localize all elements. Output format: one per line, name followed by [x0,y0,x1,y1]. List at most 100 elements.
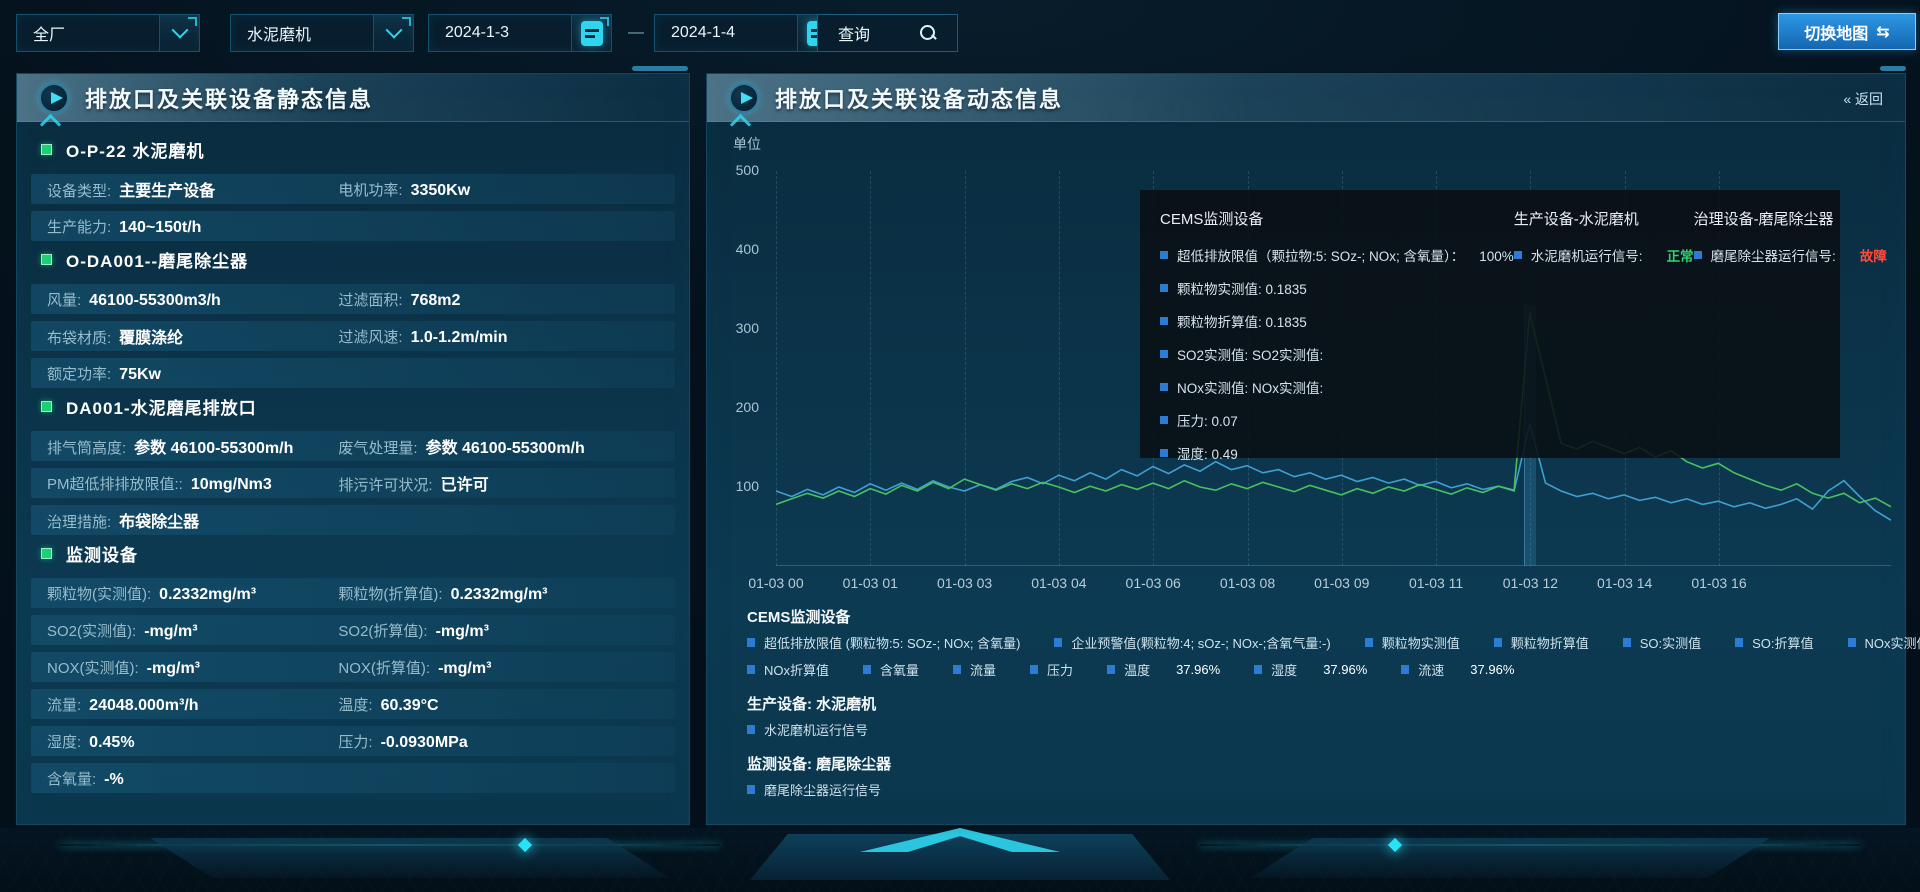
plant-select[interactable]: 全厂 [16,14,200,52]
legend-item[interactable]: 流量 [953,660,996,679]
end-date-input[interactable]: 2024-1-4 [654,14,838,52]
legend-item-label: 温度 [1124,662,1151,678]
field-label: 设备类型: [47,183,112,200]
scrollbar-thumb[interactable] [632,66,688,71]
legend-item[interactable]: 超低排放限值 (颗粒物:5: SOz-; NOx; 含氧量) [747,633,1020,652]
device-select[interactable]: 水泥磨机 [230,14,414,52]
info-row: 流量: 24048.000m³/h 温度: 60.39°C [31,689,675,719]
field-value: 60.39°C [380,696,439,714]
wing-shape-right [1250,838,1770,878]
field-label: 流量: [47,696,82,714]
legend-item-label: 湿度 [1271,662,1298,678]
bullet-square-icon [1254,664,1263,674]
field-value: 0.2332mg/m³ [450,585,548,603]
play-icon [729,82,759,113]
scrollbar-thumb[interactable] [1880,66,1906,71]
section-title: O-DA001--磨尾除尘器 [66,251,249,271]
legend-row: 超低排放限值 (颗粒物:5: SOz-; NOx; 含氧量) 企业预警值(颗粒物:… [747,633,1920,652]
y-axis-tick-label: 100 [735,478,759,494]
legend-item-label: SO:折算值 [1752,635,1814,651]
search-icon [919,24,937,42]
legend-item[interactable]: SO:实测值 [1622,633,1701,652]
start-date-picker-button[interactable] [571,15,611,51]
legend-item[interactable]: 企业预警值(颗粒物:4; sOz-; NOx-;含氧气量:-) [1054,633,1331,652]
bullet-square-icon [1054,637,1063,647]
field-value: 参数 46100-55300m/h [425,440,585,457]
plant-select-dropdown-button[interactable] [159,15,199,51]
legend-item[interactable]: 温度 37.96% [1107,660,1220,679]
field-value: 46100-55300m3/h [89,291,221,309]
bullet-square-icon [1160,350,1168,358]
plant-select-value: 全厂 [33,27,66,44]
info-row: NOX(实测值): -mg/m³ NOX(折算值): -mg/m³ [31,652,675,682]
legend-item[interactable]: 含氧量 [863,660,919,679]
calendar-icon [580,20,603,46]
legend-item[interactable]: 颗粒物实测值 [1364,633,1460,652]
back-link[interactable]: « 返回 [1843,91,1883,107]
info-cell: 湿度: 0.45% [47,731,338,752]
bullet-square-icon [1693,251,1702,259]
device-select-dropdown-button[interactable] [373,15,413,51]
start-date-value: 2024-1-3 [445,24,510,41]
field-label: NOX(折算值): [338,659,431,677]
field-value: 0.2332mg/m³ [159,585,257,603]
legend-item[interactable]: NOx折算值 [747,660,829,679]
legend-item[interactable]: NOx实测值 [1847,633,1920,652]
tooltip-item-text: 颗粒物实测值: 0.1835 [1177,282,1307,297]
legend-item[interactable]: 流速 37.96% [1401,660,1514,679]
info-row: 风量: 46100-55300m3/h 过滤面积: 768m2 [31,284,675,314]
legend-item[interactable]: 水泥磨机运行信号 [747,720,868,739]
field-label: 风量: [47,291,82,309]
chart-unit-label: 单位 [733,136,761,152]
field-label: 压力: [338,733,373,751]
legend-row: 磨尾除尘器运行信号 [747,780,1875,798]
legend-item[interactable]: 磨尾除尘器运行信号 [747,780,881,799]
static-info-panel-header: 排放口及关联设备静态信息 [17,74,689,122]
tooltip-item: 压力: 0.07 [1160,410,1514,430]
chart-tooltip: CEMS监测设备超低排放限值（颗拉物:5: SOz-; NOx; 含氧量）： 1… [1140,190,1887,462]
tooltip-column-title: CEMS监测设备 [1160,211,1264,228]
legend-item[interactable]: 颗粒物折算值 [1493,633,1589,652]
tooltip-item: 超低排放限值（颗拉物:5: SOz-; NOx; 含氧量）： 100% [1160,245,1514,265]
field-label: 颗粒物(折算值): [338,585,443,603]
info-cell: 过滤面积: 768m2 [338,289,667,310]
status-value: 故障 [1859,249,1887,264]
bullet-square-icon [747,637,755,647]
legend-item[interactable]: 压力 [1030,660,1073,679]
legend-group: 监测设备: 磨尾除尘器 磨尾除尘器运行信号 [747,753,1875,798]
dynamic-info-panel: 排放口及关联设备动态信息 « 返回 单位 CEMS监测设备 超低排放限值（颗拉物:… [706,73,1920,825]
bullet-square-icon [1493,637,1502,647]
info-row: 布袋材质: 覆膜涤纶 过滤风速: 1.0-1.2m/min [31,321,675,351]
legend-item[interactable]: SO:折算值 [1735,633,1814,652]
section-title: 监测设备 [66,545,138,565]
top-toolbar: 全厂 水泥磨机 2024-1-3 — 2024-1-4 查询 [0,0,1920,66]
legend-group-title: 监测设备: 磨尾除尘器 [747,756,892,773]
tooltip-item: 水泥磨机运行信号: 正常 [1513,245,1694,265]
info-cell: 设备类型: 主要生产设备 [47,177,338,201]
tooltip-item: 磨尾除尘器运行信号: 故障 [1693,245,1887,265]
info-row: 设备类型: 主要生产设备 电机功率: 3350Kw [31,174,675,204]
tooltip-item-text: 压力: 0.07 [1177,414,1238,429]
chart-plot-area[interactable] [776,171,1891,566]
legend-item-label: 颗粒物实测值 [1381,635,1460,651]
section-heading: DA001-水泥磨尾排放口 [41,395,675,418]
info-row: 湿度: 0.45% 压力: -0.0930MPa [31,726,675,756]
status-value: 正常 [1666,249,1694,264]
bullet-square-icon [1513,251,1522,259]
field-label: 排污许可状况: [338,477,433,494]
section-bullet-icon [41,253,52,265]
legend-item-label: 含氧量 [880,662,920,678]
query-button[interactable]: 查询 [817,14,958,52]
start-date-input[interactable]: 2024-1-3 [428,14,612,52]
query-button-label: 查询 [838,27,871,44]
tooltip-column-title: 生产设备-水泥磨机 [1513,211,1639,228]
field-label: 布袋材质: [47,330,112,347]
y-axis-tick-label: 400 [735,241,759,257]
field-value: 参数 46100-55300m/h [134,440,294,457]
legend-item[interactable]: 湿度 37.96% [1254,660,1367,679]
tooltip-item: 湿度: 0.49 [1160,443,1514,463]
info-cell: 排气筒高度: 参数 46100-55300m/h [47,434,338,458]
legend-item-label: 企业预警值(颗粒物:4; sOz-; NOx-;含氧气量:-) [1071,635,1331,651]
field-value: 布袋除尘器 [119,514,200,531]
switch-map-button[interactable]: 切换地图 ⇆ [1778,13,1916,50]
